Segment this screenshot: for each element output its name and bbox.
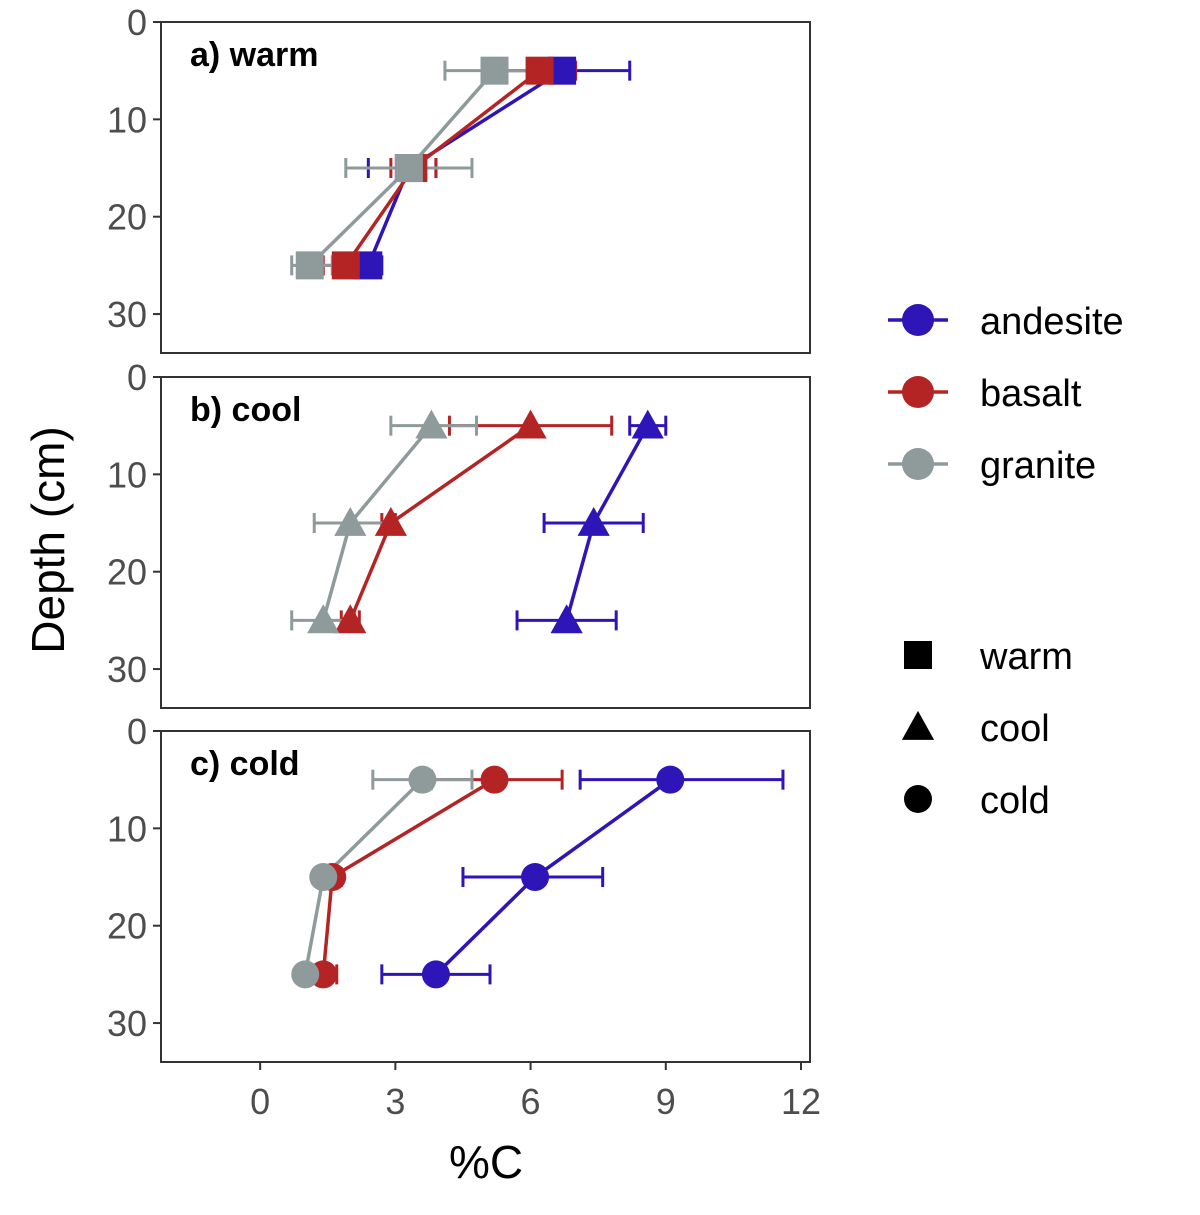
panel-title: a) warm: [190, 36, 319, 74]
panel-3: 0 10 20 30 c) cold: [107, 711, 811, 1063]
legend-shape-square: [904, 641, 932, 669]
andesite-point: [656, 765, 685, 794]
andesite-point: [577, 506, 610, 536]
y-tick-label: 10: [107, 454, 147, 495]
granite-point: [334, 506, 367, 536]
y-tick-label: 30: [107, 649, 147, 690]
granite-point: [307, 604, 340, 634]
y-tick-label: 10: [107, 808, 147, 849]
y-tick-label: 20: [107, 906, 147, 947]
x-tick-label: 12: [781, 1081, 821, 1122]
granite-point: [291, 960, 320, 989]
legend-shape-triangle: [901, 710, 935, 740]
andesite-point: [521, 863, 550, 892]
x-tick-label: 3: [385, 1081, 405, 1122]
granite-point: [480, 56, 509, 85]
legend-label-andesite: andesite: [980, 301, 1124, 343]
granite-point: [394, 154, 423, 183]
basalt-point: [331, 251, 360, 280]
y-tick-label: 30: [107, 294, 147, 335]
x-tick-label: 9: [656, 1081, 676, 1122]
legend-shape-circle: [904, 785, 932, 813]
panel-title: b) cool: [190, 391, 301, 429]
x-axis-title: %C: [449, 1136, 523, 1188]
granite-point: [309, 863, 338, 892]
x-axis: 0 3 6 9 12: [250, 1062, 821, 1122]
panels: 0 10 20 30 a) warm 0 10 20 30 b) cool 0 10 20 30 c) co…: [107, 2, 811, 1063]
y-tick-label: 10: [107, 99, 147, 140]
legend-label-granite: granite: [980, 445, 1096, 487]
legend-label-basalt: basalt: [980, 373, 1082, 415]
andesite-point: [421, 960, 450, 989]
granite-point: [408, 765, 437, 794]
y-tick-label: 0: [127, 2, 147, 43]
legend-key-marker: [902, 376, 934, 408]
legend-key-marker: [902, 304, 934, 336]
legend-key-marker: [902, 448, 934, 480]
legend-label-cold: cold: [980, 780, 1050, 822]
y-tick-label: 20: [107, 552, 147, 593]
basalt-point: [374, 506, 407, 536]
y-tick-label: 0: [127, 357, 147, 398]
legend-label-warm: warm: [979, 636, 1073, 678]
andesite-point: [550, 604, 583, 634]
basalt-point: [480, 765, 509, 794]
y-tick-label: 30: [107, 1003, 147, 1044]
granite-point: [415, 409, 448, 439]
panel-2: 0 10 20 30 b) cool: [107, 357, 811, 709]
y-tick-label: 20: [107, 197, 147, 238]
andesite-point: [631, 409, 664, 439]
legend-label-cool: cool: [980, 708, 1050, 750]
basalt-point: [525, 56, 554, 85]
y-axis-title: Depth (cm): [22, 426, 74, 653]
legend: andesite basalt granite warm cool cold: [888, 301, 1124, 822]
x-tick-label: 0: [250, 1081, 270, 1122]
panel-title: c) cold: [190, 745, 300, 783]
panel-frame: [160, 376, 811, 709]
y-tick-label: 0: [127, 711, 147, 752]
x-tick-label: 6: [521, 1081, 541, 1122]
panel-1: 0 10 20 30 a) warm: [107, 2, 811, 354]
granite-point: [295, 251, 324, 280]
basalt-point: [334, 604, 367, 634]
basalt-point: [514, 409, 547, 439]
